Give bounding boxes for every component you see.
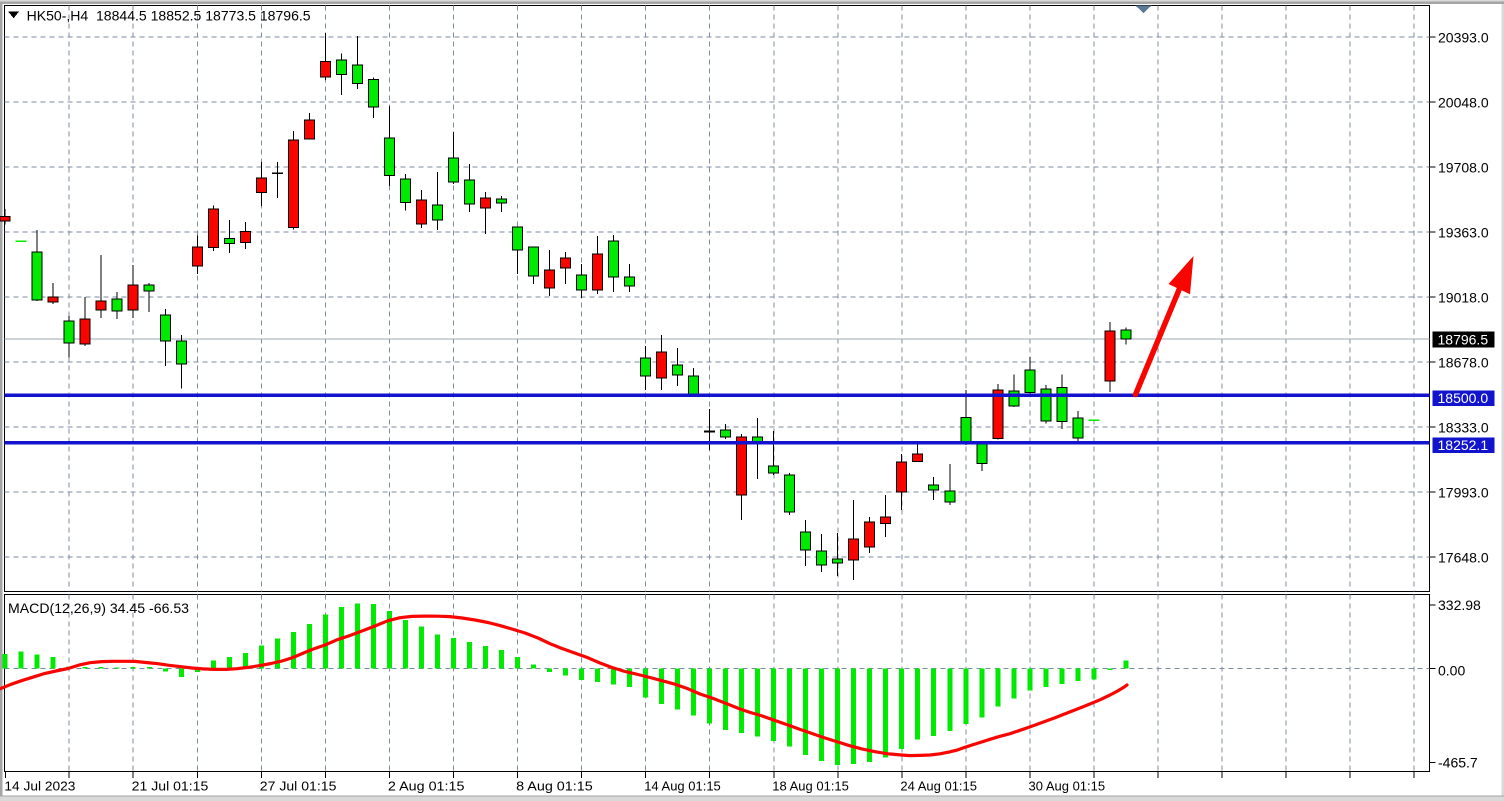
svg-text:18333.0: 18333.0 — [1438, 419, 1489, 435]
svg-text:14 Aug 01:15: 14 Aug 01:15 — [644, 778, 721, 793]
svg-text:18796.5: 18796.5 — [1438, 331, 1489, 347]
svg-text:HK50-,H4 18844.5 18852.5 1877: HK50-,H4 18844.5 18852.5 18773.5 18796.5 — [27, 7, 311, 23]
svg-text:30 Aug 01:15: 30 Aug 01:15 — [1029, 778, 1106, 793]
svg-text:20048.0: 20048.0 — [1438, 94, 1489, 110]
svg-text:18500.0: 18500.0 — [1438, 390, 1489, 406]
svg-text:21 Jul 01:15: 21 Jul 01:15 — [132, 778, 209, 793]
svg-text:2 Aug 01:15: 2 Aug 01:15 — [388, 778, 465, 793]
svg-text:17648.0: 17648.0 — [1438, 549, 1489, 565]
svg-text:20393.0: 20393.0 — [1438, 29, 1489, 45]
svg-text:19018.0: 19018.0 — [1438, 289, 1489, 305]
svg-text:14 Jul 2023: 14 Jul 2023 — [4, 778, 75, 793]
svg-text:19708.0: 19708.0 — [1438, 159, 1489, 175]
svg-text:17993.0: 17993.0 — [1438, 484, 1489, 500]
svg-text:0.00: 0.00 — [1438, 662, 1465, 678]
svg-text:27 Jul 01:15: 27 Jul 01:15 — [260, 778, 337, 793]
svg-text:19363.0: 19363.0 — [1438, 224, 1489, 240]
svg-text:-465.7: -465.7 — [1438, 755, 1478, 771]
svg-text:18 Aug 01:15: 18 Aug 01:15 — [772, 778, 849, 793]
svg-text:24 Aug 01:15: 24 Aug 01:15 — [900, 778, 977, 793]
svg-text:332.98: 332.98 — [1438, 597, 1481, 613]
svg-text:18678.0: 18678.0 — [1438, 354, 1489, 370]
svg-text:8 Aug 01:15: 8 Aug 01:15 — [516, 778, 593, 793]
svg-text:MACD(12,26,9) 34.45 -66.53: MACD(12,26,9) 34.45 -66.53 — [8, 600, 189, 616]
svg-text:18252.1: 18252.1 — [1438, 437, 1489, 453]
